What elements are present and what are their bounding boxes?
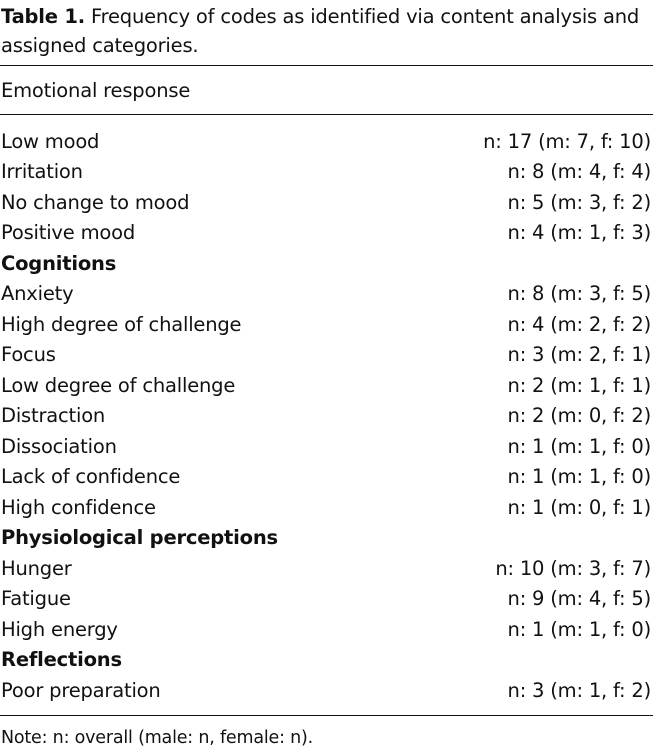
row-label: Positive mood	[1, 221, 136, 245]
table-note: Note: n: overall (male: n, female: n).	[1, 728, 314, 748]
table-caption-label: Table 1.	[1, 5, 85, 28]
table-row: Anxiety n: 8 (m: 3, f: 5)	[0, 279, 653, 310]
row-label: Lack of confidence	[1, 465, 181, 489]
row-value: n: 17 (m: 7, f: 10)	[483, 129, 651, 153]
bottom-rule	[0, 715, 653, 716]
table-row: Hunger n: 10 (m: 3, f: 7)	[0, 553, 653, 584]
row-label: Irritation	[1, 160, 83, 184]
category-label: Physiological perceptions	[1, 526, 278, 550]
category-row: Physiological perceptions	[0, 523, 653, 554]
row-value: n: 5 (m: 3, f: 2)	[507, 190, 652, 214]
row-label: Hunger	[1, 556, 72, 580]
column-header: Emotional response	[1, 79, 191, 102]
row-value: n: 3 (m: 2, f: 1)	[507, 343, 652, 367]
table-row: Distraction n: 2 (m: 0, f: 2)	[0, 401, 653, 432]
table-row: High confidence n: 1 (m: 0, f: 1)	[0, 492, 653, 523]
table-body: Low mood n: 17 (m: 7, f: 10) Irritation …	[0, 126, 653, 706]
category-row: Cognitions	[0, 248, 653, 279]
row-label: Focus	[1, 343, 56, 367]
row-label: Anxiety	[1, 282, 74, 306]
table-row: Focus n: 3 (m: 2, f: 1)	[0, 340, 653, 371]
row-value: n: 10 (m: 3, f: 7)	[495, 556, 651, 580]
table-row: Dissociation n: 1 (m: 1, f: 0)	[0, 431, 653, 462]
row-label: Distraction	[1, 404, 106, 428]
row-value: n: 2 (m: 1, f: 1)	[507, 373, 652, 397]
table-caption-text: Frequency of codes as identified via con…	[1, 5, 640, 57]
row-value: n: 8 (m: 4, f: 4)	[507, 160, 652, 184]
row-value: n: 4 (m: 2, f: 2)	[507, 312, 652, 336]
row-label: High confidence	[1, 495, 156, 519]
row-label: Fatigue	[1, 587, 71, 611]
table-row: Poor preparation n: 3 (m: 1, f: 2)	[0, 675, 653, 706]
row-label: Low degree of challenge	[1, 373, 236, 397]
table-row: High energy n: 1 (m: 1, f: 0)	[0, 614, 653, 645]
table-row: No change to mood n: 5 (m: 3, f: 2)	[0, 187, 653, 218]
row-label: Low mood	[1, 129, 100, 153]
table-row: Positive mood n: 4 (m: 1, f: 3)	[0, 218, 653, 249]
row-value: n: 3 (m: 1, f: 2)	[507, 678, 652, 702]
table-caption: Table 1. Frequency of codes as identifie…	[1, 2, 651, 60]
row-value: n: 1 (m: 1, f: 0)	[507, 465, 652, 489]
table-row: Irritation n: 8 (m: 4, f: 4)	[0, 157, 653, 188]
table-row: Lack of confidence n: 1 (m: 1, f: 0)	[0, 462, 653, 493]
row-value: n: 9 (m: 4, f: 5)	[507, 587, 652, 611]
row-value: n: 4 (m: 1, f: 3)	[507, 221, 652, 245]
row-label: No change to mood	[1, 190, 190, 214]
category-label: Reflections	[1, 648, 122, 672]
row-value: n: 8 (m: 3, f: 5)	[507, 282, 652, 306]
row-label: Poor preparation	[1, 678, 161, 702]
row-value: n: 2 (m: 0, f: 2)	[507, 404, 652, 428]
row-label: High degree of challenge	[1, 312, 242, 336]
row-value: n: 1 (m: 1, f: 0)	[507, 434, 652, 458]
table-row: High degree of challenge n: 4 (m: 2, f: …	[0, 309, 653, 340]
header-rule	[0, 114, 653, 115]
row-value: n: 1 (m: 0, f: 1)	[507, 495, 652, 519]
row-label: High energy	[1, 617, 118, 641]
top-rule	[0, 65, 653, 66]
table-row: Low mood n: 17 (m: 7, f: 10)	[0, 126, 653, 157]
row-label: Dissociation	[1, 434, 117, 458]
row-value: n: 1 (m: 1, f: 0)	[507, 617, 652, 641]
category-label: Cognitions	[1, 251, 117, 275]
table-row: Low degree of challenge n: 2 (m: 1, f: 1…	[0, 370, 653, 401]
category-row: Reflections	[0, 645, 653, 676]
table-row: Fatigue n: 9 (m: 4, f: 5)	[0, 584, 653, 615]
